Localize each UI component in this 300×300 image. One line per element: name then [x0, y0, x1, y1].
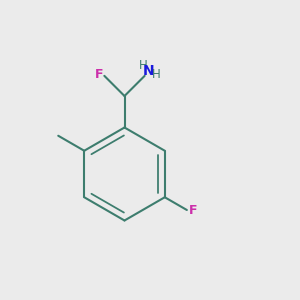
Text: H: H	[152, 68, 160, 81]
Text: H: H	[139, 59, 148, 72]
Text: F: F	[189, 204, 198, 217]
Text: F: F	[95, 68, 103, 81]
Text: N: N	[142, 64, 154, 78]
